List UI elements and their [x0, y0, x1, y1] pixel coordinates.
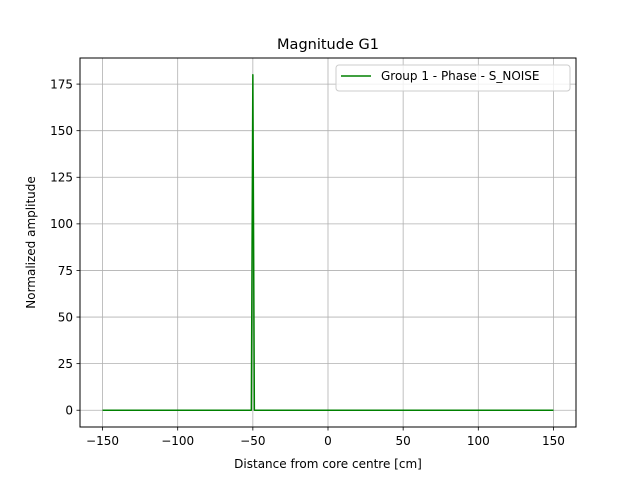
legend-label: Group 1 - Phase - S_NOISE — [381, 69, 540, 83]
series-layer — [102, 74, 554, 411]
x-tick-label: −150 — [86, 434, 119, 448]
chart-title: Magnitude G1 — [277, 37, 379, 53]
y-tick-label: 125 — [50, 171, 73, 185]
x-axis-ticks: −150 −100 −50 0 50 100 150 — [86, 427, 565, 448]
y-axis-ticks: 0 25 50 75 100 125 150 175 — [50, 77, 80, 418]
x-tick-label: −50 — [240, 434, 265, 448]
x-tick-label: −100 — [161, 434, 194, 448]
series-line — [102, 74, 554, 411]
x-tick-label: 50 — [396, 434, 411, 448]
y-tick-label: 75 — [58, 264, 73, 278]
y-tick-label: 0 — [65, 404, 73, 418]
x-tick-label: 150 — [542, 434, 565, 448]
y-tick-label: 175 — [50, 77, 73, 91]
x-tick-label: 0 — [324, 434, 332, 448]
x-tick-label: 100 — [467, 434, 490, 448]
legend-box — [335, 64, 571, 92]
y-tick-label: 50 — [58, 310, 73, 324]
y-tick-label: 25 — [58, 357, 73, 371]
y-tick-label: 100 — [50, 217, 73, 231]
x-axis-label: Distance from core centre [cm] — [234, 457, 422, 471]
y-axis-label: Normalized amplitude — [24, 176, 38, 309]
y-tick-label: 150 — [50, 124, 73, 138]
legend: Group 1 - Phase - S_NOISE — [335, 64, 571, 92]
